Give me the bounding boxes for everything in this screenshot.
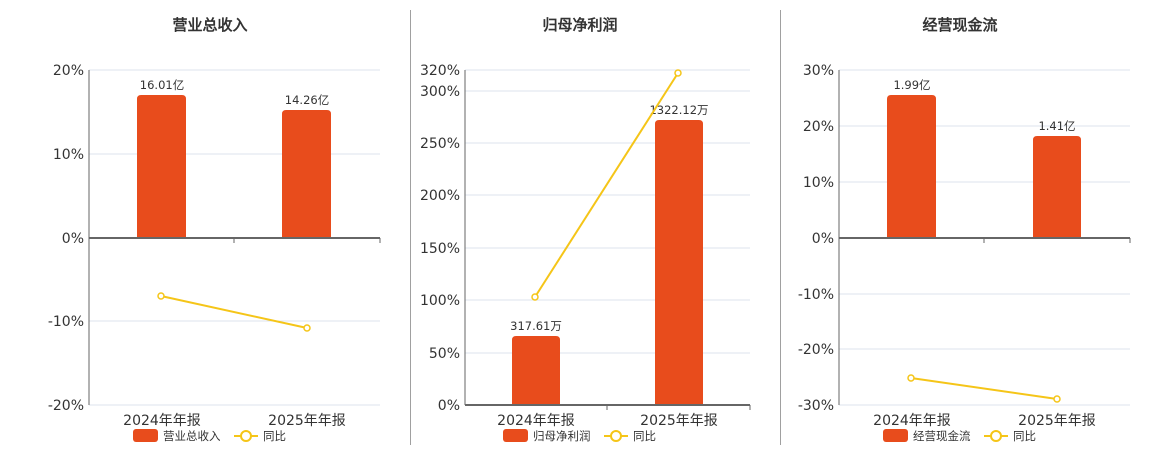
y-tick: -30% [798, 398, 834, 414]
y-tick: 100% [420, 293, 460, 309]
panel-divider-2 [780, 10, 781, 445]
bar-2024[interactable] [512, 336, 560, 405]
x-label: 2025年年报 [640, 413, 718, 429]
bar-value-label: 1.41亿 [1038, 119, 1075, 133]
legend-line-label[interactable]: 同比 [263, 429, 286, 443]
chart-net-profit: 320% 300% 250% 200% 150% 100% 50% 0% 317… [420, 63, 751, 443]
bar-2025[interactable] [1033, 136, 1081, 238]
y-tick: -20% [798, 342, 834, 358]
y-tick: 0% [438, 398, 460, 414]
legend-line-label[interactable]: 同比 [633, 429, 656, 443]
bar-2024[interactable] [887, 95, 936, 238]
legend-bar-label[interactable]: 营业总收入 [163, 429, 221, 443]
legend-line-swatch[interactable] [990, 430, 1002, 442]
y-tick: 150% [420, 241, 460, 257]
bar-value-label: 16.01亿 [140, 78, 184, 92]
yoy-point[interactable] [531, 293, 539, 301]
legend-line-swatch[interactable] [240, 430, 252, 442]
y-tick: -10% [798, 287, 834, 303]
chart-title-cash-flow: 经营现金流 [922, 16, 998, 34]
y-tick: 50% [429, 346, 460, 362]
yoy-point[interactable] [157, 292, 165, 300]
legend-bar-label[interactable]: 归母净利润 [533, 429, 591, 443]
y-tick: 200% [420, 188, 460, 204]
bar-value-label: 14.26亿 [285, 93, 329, 107]
y-tick: 0% [62, 231, 84, 247]
bar-value-label: 1.99亿 [893, 78, 930, 92]
bar-value-label: 317.61万 [510, 319, 562, 333]
x-label: 2024年年报 [873, 413, 951, 429]
bar-2025[interactable] [655, 120, 703, 405]
bar-value-label: 1322.12万 [649, 103, 708, 117]
panel-divider-1 [410, 10, 411, 445]
bar-2024[interactable] [137, 95, 186, 238]
legend-line-swatch[interactable] [610, 430, 622, 442]
y-tick: 0% [812, 231, 834, 247]
y-tick: 320% [420, 63, 460, 79]
bar-2025[interactable] [282, 110, 331, 238]
y-tick: 250% [420, 136, 460, 152]
legend-bar-swatch[interactable] [133, 429, 158, 442]
y-tick: 10% [53, 147, 84, 163]
x-label: 2024年年报 [123, 413, 201, 429]
chart-title-revenue: 营业总收入 [172, 16, 248, 34]
y-tick: -20% [48, 398, 84, 414]
legend-bar-swatch[interactable] [503, 429, 528, 442]
y-tick: -10% [48, 314, 84, 330]
legend: 经营现金流 同比 [883, 429, 1036, 443]
y-tick: 20% [53, 63, 84, 79]
y-tick: 20% [803, 119, 834, 135]
yoy-point[interactable] [303, 324, 311, 332]
legend: 归母净利润 同比 [503, 429, 656, 443]
x-label: 2025年年报 [268, 413, 346, 429]
yoy-point[interactable] [1053, 395, 1061, 403]
yoy-point[interactable] [674, 69, 682, 77]
y-tick: 30% [803, 63, 834, 79]
yoy-point[interactable] [907, 374, 915, 382]
y-tick: 300% [420, 84, 460, 100]
legend-line-label[interactable]: 同比 [1013, 429, 1036, 443]
legend-bar-swatch[interactable] [883, 429, 908, 442]
chart-revenue: 20% 10% 0% -10% -20% 16.01亿 14.26亿 2024年… [48, 63, 381, 443]
x-label: 2025年年报 [1018, 413, 1096, 429]
y-tick: 10% [803, 175, 834, 191]
legend: 营业总收入 同比 [133, 429, 286, 443]
x-label: 2024年年报 [497, 413, 575, 429]
chart-title-net-profit: 归母净利润 [542, 16, 618, 34]
chart-cash-flow: 30% 20% 10% 0% -10% -20% -30% 1.99亿 1.41… [798, 63, 1131, 443]
legend-bar-label[interactable]: 经营现金流 [913, 429, 971, 443]
